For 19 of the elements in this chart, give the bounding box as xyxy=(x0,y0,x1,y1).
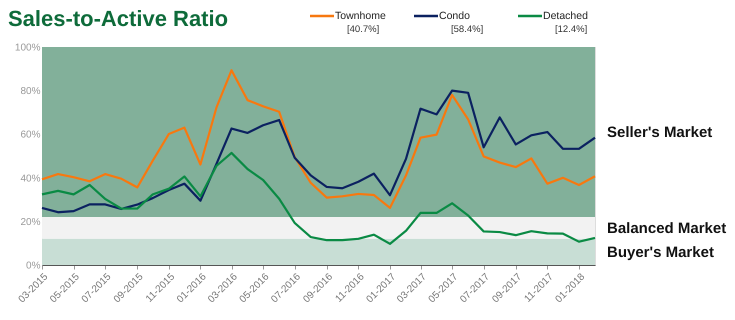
y-tick-label: 0% xyxy=(26,260,41,272)
line-series xyxy=(40,69,596,209)
y-tick-label: 40% xyxy=(20,173,41,184)
band-label: Seller's Market xyxy=(607,124,712,142)
legend-label: Condo xyxy=(439,10,470,22)
y-tick-label: 80% xyxy=(20,86,41,98)
y-tick-label: 60% xyxy=(20,130,41,141)
line-series xyxy=(40,90,596,214)
text: [12.4%] xyxy=(555,24,588,35)
legend-label: Townhome xyxy=(335,10,386,22)
legend-label: Detached xyxy=(543,10,588,22)
text: [58.4%] xyxy=(451,24,484,35)
y-tick-label: 100% xyxy=(14,42,41,54)
line-series xyxy=(40,152,596,245)
chart-title: Sales-to-Active Ratio xyxy=(8,6,228,31)
y-tick-label: 20% xyxy=(20,216,41,228)
band-label: Buyer's Market xyxy=(607,244,714,261)
band-label: Balanced Market xyxy=(607,220,726,237)
text: [40.7%] xyxy=(347,24,380,35)
